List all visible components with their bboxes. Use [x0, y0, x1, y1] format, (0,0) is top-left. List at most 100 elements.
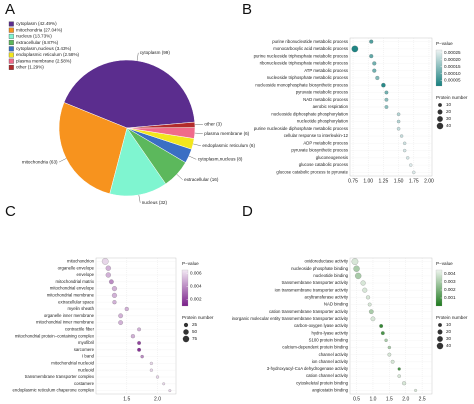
- y-tick-label: purine ribonucleotide metabolic process: [272, 39, 348, 44]
- color-bar: [435, 49, 443, 87]
- legend-label: other (1.29%): [16, 65, 44, 70]
- size-legend-dot: [437, 116, 443, 122]
- size-legend-label: 40: [446, 343, 452, 348]
- legend-label: extracellular (6.87%): [16, 40, 59, 45]
- color-tick-label: 0.002: [444, 287, 456, 292]
- legend-label: cytoplasm (42.49%): [16, 21, 57, 26]
- slice-label: cytoplasm,nucleus (8): [198, 157, 243, 162]
- dot: [360, 280, 366, 286]
- legend-swatch: [8, 58, 14, 64]
- panel-label: B: [242, 1, 252, 18]
- slice-label: extracellular (16): [184, 177, 219, 182]
- dot: [396, 127, 401, 131]
- x-tick-label: 1.00: [363, 178, 373, 184]
- y-tick-label: myelin sheath: [67, 306, 94, 311]
- color-tick-label: 0.00020: [444, 57, 461, 62]
- size-legend-dot: [182, 335, 190, 343]
- y-tick-label: nucleoside triphosphate metabolic proces…: [267, 75, 348, 80]
- dot: [101, 258, 109, 265]
- slice-label: other (3): [204, 122, 222, 127]
- color-tick-label: 0.006: [190, 270, 202, 275]
- x-tick-label: 1.25: [379, 178, 389, 184]
- y-tick-label: I band: [82, 354, 95, 359]
- y-tick-label: acyltransferase activity: [305, 295, 349, 300]
- legend-swatch: [8, 52, 14, 58]
- y-tick-label: nucleotide phosphorylation: [297, 119, 349, 124]
- size-legend-label: 20: [446, 109, 452, 114]
- x-tick-label: 1.50: [394, 178, 404, 184]
- panel-label: D: [242, 203, 253, 220]
- size-legend-title: Protein number: [182, 315, 214, 320]
- dot: [149, 368, 153, 372]
- y-tick-label: aerobic respiration: [313, 104, 349, 109]
- y-tick-label: mitochondrial matrix: [56, 279, 95, 284]
- size-legend-dot: [438, 323, 442, 327]
- size-legend-label: 25: [192, 322, 198, 327]
- color-legend-title: P−value: [182, 261, 199, 266]
- size-legend-label: 75: [192, 336, 198, 341]
- dot: [118, 313, 123, 319]
- dot: [137, 327, 141, 332]
- leader-line: [138, 194, 141, 203]
- y-tick-label: cation channel activity: [306, 373, 349, 378]
- y-tick-label: nucleoside diphosphate phosphorylation: [271, 111, 348, 116]
- y-tick-label: contractile fiber: [65, 327, 95, 332]
- size-legend-dot: [437, 336, 443, 342]
- y-tick-label: extracellular space: [58, 299, 94, 304]
- dot: [155, 375, 160, 379]
- leader-line: [193, 143, 201, 146]
- dot: [366, 295, 371, 300]
- slice-label: nucleus (32): [142, 200, 168, 205]
- dot: [414, 389, 418, 392]
- dot: [396, 112, 401, 116]
- y-tick-label: transmembrane transporter complex: [25, 374, 95, 379]
- dot: [372, 61, 377, 66]
- color-bar: [181, 269, 189, 307]
- color-tick-label: 0.004: [444, 271, 456, 276]
- dot: [396, 119, 401, 124]
- dot: [118, 320, 123, 325]
- dot: [397, 374, 401, 378]
- dot: [370, 316, 376, 322]
- y-tick-label: glucose catabolic process to pyruvate: [276, 170, 348, 175]
- dot: [369, 309, 374, 314]
- legend-swatch: [8, 33, 14, 39]
- dot: [162, 382, 166, 386]
- panel-label: A: [5, 1, 15, 18]
- dot: [403, 148, 407, 153]
- slice-label: plasma membrane (6): [204, 131, 249, 136]
- dot: [375, 75, 380, 80]
- dot: [384, 90, 389, 95]
- y-tick-label: mitochondrial inner membrane: [36, 320, 95, 325]
- size-legend-label: 40: [446, 123, 452, 128]
- x-tick-label: 1.5: [386, 396, 393, 402]
- y-tick-label: S100 protein binding: [309, 337, 349, 342]
- panel-label: C: [5, 203, 16, 220]
- leader-line: [136, 52, 139, 61]
- x-tick-label: 2.00: [424, 178, 434, 184]
- legend-label: cytoplasm,nucleus (3.43%): [16, 46, 72, 51]
- y-tick-label: monocarboxylic acid metabolic process: [273, 46, 348, 51]
- dot: [369, 54, 374, 59]
- color-legend-title: P−value: [436, 41, 453, 46]
- legend-swatch: [8, 27, 14, 33]
- y-tick-label: glucose catabolic process: [299, 162, 348, 167]
- dot: [409, 163, 413, 167]
- pie-slice: [58, 102, 128, 195]
- dot: [412, 170, 416, 174]
- y-tick-label: mitochondrial membrane: [47, 293, 95, 298]
- size-legend-dot: [436, 342, 444, 350]
- x-tick-label: 1.0: [369, 396, 376, 402]
- dot: [400, 134, 404, 138]
- dot: [353, 265, 360, 272]
- y-tick-label: carbon-oxygen lyase activity: [294, 323, 349, 328]
- legend-swatch: [8, 46, 14, 52]
- y-tick-label: nucleotide binding: [313, 273, 348, 278]
- legend-label: plasma membrane (2.58%): [16, 58, 72, 63]
- dot: [140, 354, 144, 359]
- y-tick-label: organelle envelope: [58, 265, 95, 270]
- y-tick-label: myofibril: [78, 340, 94, 345]
- color-tick-label: 0.002: [190, 297, 202, 302]
- y-tick-label: mitochondrial envelope: [50, 286, 95, 291]
